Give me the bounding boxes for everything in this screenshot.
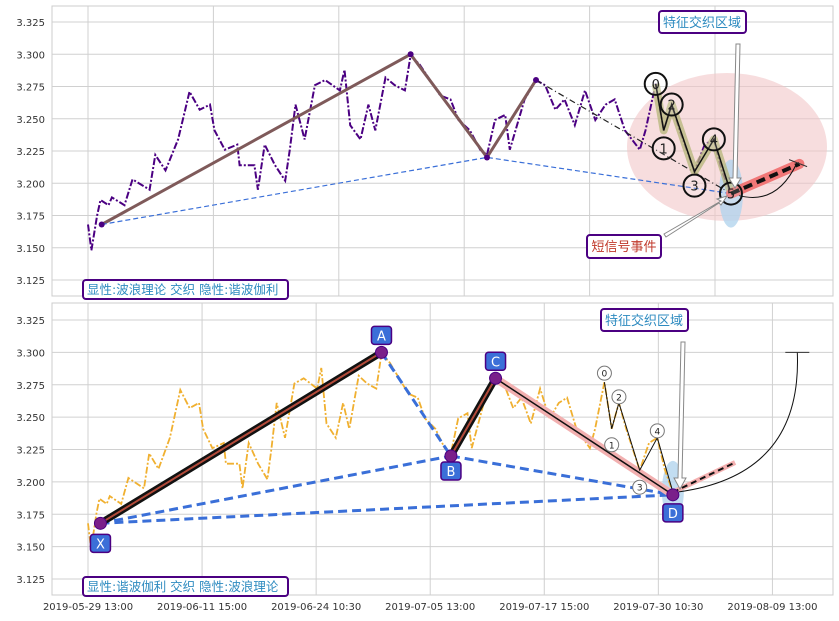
wave-label: 3 bbox=[690, 180, 698, 195]
wave-label: 2 bbox=[668, 99, 676, 114]
pattern-label: X bbox=[96, 537, 105, 552]
top-y-tick-label: 3.250 bbox=[16, 115, 45, 126]
top-y-tick-label: 3.175 bbox=[16, 212, 45, 223]
top-y-tick-label: 3.150 bbox=[16, 244, 45, 255]
top-zone-label: 特征交织区域 bbox=[663, 15, 741, 31]
wave-label-circle bbox=[682, 173, 707, 198]
pattern-dashed-leg bbox=[380, 351, 453, 457]
bottom-y-tick-label: 3.200 bbox=[16, 478, 45, 489]
pattern-label-box bbox=[662, 503, 684, 523]
wave-label: 3 bbox=[637, 484, 643, 494]
cd-leg bbox=[495, 377, 674, 496]
top-price-series bbox=[87, 53, 732, 251]
wave-label: 1 bbox=[609, 441, 615, 451]
signal-arrow bbox=[663, 195, 729, 238]
bottom-zone-label: 特征交织区域 bbox=[605, 313, 683, 329]
pattern-point-marker bbox=[489, 371, 503, 385]
pattern-label-box bbox=[89, 533, 112, 554]
bottom-y-tick-label: 3.275 bbox=[16, 381, 45, 392]
x-tick-label: 2019-07-30 10:30 bbox=[613, 602, 703, 613]
pattern-label-box bbox=[370, 325, 393, 346]
projection-line bbox=[730, 162, 801, 196]
wave-label: 4 bbox=[654, 427, 660, 437]
top-y-tick-label: 3.225 bbox=[16, 147, 45, 158]
wave-label: 0 bbox=[602, 370, 608, 380]
x-tick-label: 2019-07-05 13:00 bbox=[385, 602, 475, 613]
pattern-label-box bbox=[484, 351, 507, 372]
zone-arrow bbox=[673, 341, 687, 491]
bottom-y-tick-label: 3.325 bbox=[16, 316, 45, 327]
projection-line bbox=[672, 461, 736, 494]
pattern-solid-leg-core bbox=[450, 377, 497, 457]
bottom-y-tick-label: 3.250 bbox=[16, 413, 45, 424]
pattern-point-marker bbox=[93, 516, 107, 530]
x-tick-label: 2019-05-29 13:00 bbox=[43, 602, 133, 613]
top-y-tick-label: 3.300 bbox=[16, 50, 45, 61]
pattern-dashed-leg bbox=[100, 493, 673, 525]
bottom-y-tick-label: 3.225 bbox=[16, 446, 45, 457]
wave-line bbox=[603, 382, 674, 493]
wave-label-circle bbox=[596, 365, 612, 381]
pivot-point bbox=[484, 154, 490, 161]
wave-label-circle bbox=[643, 71, 668, 96]
wave-label: 5 bbox=[727, 188, 735, 203]
pattern-point-marker bbox=[444, 449, 458, 463]
pattern-point-marker bbox=[374, 345, 388, 359]
bottom-y-tick-label: 3.175 bbox=[16, 510, 45, 521]
wave-line bbox=[654, 83, 732, 194]
top-y-tick-label: 3.275 bbox=[16, 83, 45, 94]
target-bracket bbox=[788, 159, 808, 168]
pattern-label: D bbox=[668, 507, 678, 522]
top-panel: 3.125 3.150 3.175 3.200 3.225 3.250 3.275 3.300… bbox=[16, 5, 834, 297]
pattern-label: A bbox=[377, 329, 386, 344]
top-y-tick-label: 3.125 bbox=[16, 276, 45, 287]
pattern-label: B bbox=[446, 465, 455, 480]
projection-arc bbox=[678, 352, 798, 493]
wave-label-circle bbox=[701, 127, 726, 152]
bottom-zone-annotation: 特征交织区域 bbox=[600, 308, 689, 332]
wave-label-circle bbox=[632, 479, 648, 495]
x-tick-label: 2019-08-09 13:00 bbox=[727, 602, 817, 613]
zone-arrow bbox=[728, 43, 742, 189]
pattern-label-box bbox=[440, 461, 462, 481]
top-y-tick-label: 3.325 bbox=[16, 18, 45, 29]
bottom-panel: 3.125 3.150 3.175 3.200 3.225 3.250 3.275 3.300… bbox=[16, 302, 834, 596]
wave-label: 1 bbox=[660, 142, 668, 157]
top-zone-annotation: 特征交织区域 bbox=[658, 10, 747, 34]
x-tick-label: 2019-06-11 15:00 bbox=[157, 602, 247, 613]
x-axis-labels: 2019-05-29 13:00 2019-06-11 15:00 2019-06-… bbox=[43, 602, 818, 613]
top-y-tick-label: 3.200 bbox=[16, 179, 45, 190]
wave-label-circle bbox=[651, 136, 676, 161]
wave-label-circle bbox=[611, 389, 627, 405]
wave-label-circle bbox=[604, 437, 620, 453]
bottom-legend: 显性:谐波伽利 交织 隐性:波浪理论 bbox=[82, 576, 289, 597]
bottom-y-tick-label: 3.150 bbox=[16, 543, 45, 554]
x-tick-label: 2019-07-17 15:00 bbox=[499, 602, 589, 613]
wave-label: 0 bbox=[652, 78, 660, 93]
x-tick-label: 2019-06-24 10:30 bbox=[271, 602, 361, 613]
wave-label-circle bbox=[659, 92, 684, 117]
top-legend-label: 显性:波浪理论 交织 隐性:谐波伽利 bbox=[87, 282, 278, 297]
support-line-xbd bbox=[101, 156, 732, 226]
pivot-point bbox=[533, 77, 540, 84]
wave-label: 2 bbox=[616, 393, 622, 403]
signal-label: 短信号事件 bbox=[591, 240, 656, 255]
top-legend: 显性:波浪理论 交织 隐性:谐波伽利 bbox=[82, 279, 289, 300]
pattern-label: C bbox=[491, 355, 500, 370]
bottom-y-tick-label: 3.300 bbox=[16, 348, 45, 359]
signal-annotation: 短信号事件 bbox=[586, 234, 662, 259]
bottom-y-tick-label: 3.125 bbox=[16, 575, 45, 586]
trend-line-xabc bbox=[100, 52, 538, 226]
pattern-dashed-leg bbox=[100, 454, 452, 525]
bottom-legend-label: 显性:谐波伽利 交织 隐性:波浪理论 bbox=[87, 579, 279, 594]
pattern-solid-leg-core bbox=[99, 351, 383, 525]
pivot-point bbox=[407, 51, 414, 58]
pattern-point-marker bbox=[666, 488, 680, 502]
bottom-price-series bbox=[87, 351, 674, 550]
wave-label: 4 bbox=[710, 133, 718, 148]
wave-label-circle bbox=[649, 423, 665, 439]
pivot-point bbox=[98, 221, 105, 228]
projection-arc bbox=[738, 162, 798, 198]
